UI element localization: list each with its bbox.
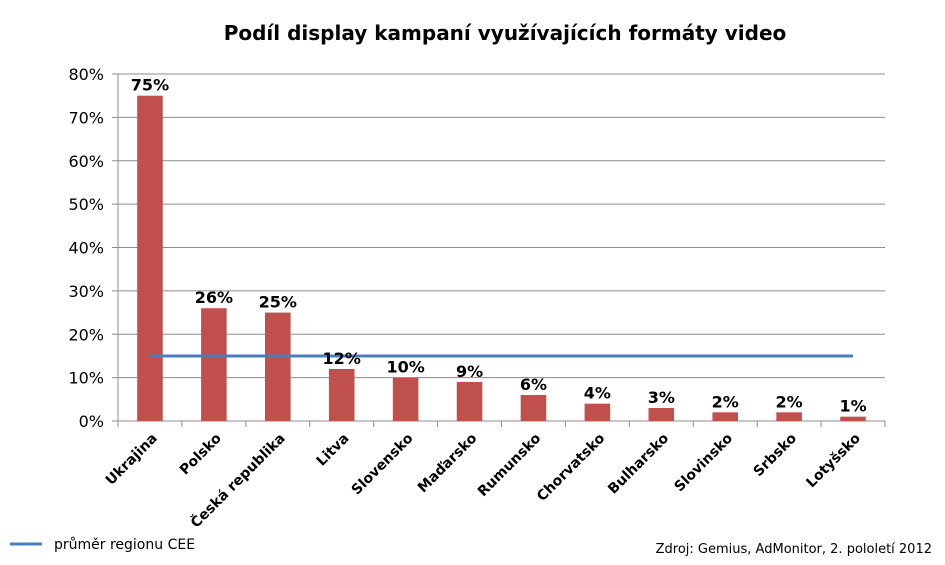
x-tick-label: Rumunsko [475,430,545,500]
data-label: 10% [386,358,424,377]
data-label: 4% [584,384,611,403]
y-tick-label: 50% [68,195,104,214]
x-tick-label: Ukrajina [103,431,161,489]
bar [392,377,419,421]
y-tick-label: 70% [68,108,104,127]
source-note: Zdroj: Gemius, AdMonitor, 2. pololetí 20… [656,542,932,557]
legend-label: průměr regionu CEE [54,537,195,553]
bar [265,312,291,421]
y-tick-label: 80% [68,65,104,84]
data-label: 6% [520,375,547,394]
data-labels: 75% 26% 25% 12% 10% 9% 6% 4% 3% 2% 2% 1% [131,76,867,416]
bar [328,368,355,421]
bar [712,412,738,421]
x-tick-label: Polsko [177,430,225,478]
bar [520,394,547,421]
gridlines [118,73,885,379]
y-tick-labels: 0% 10% 20% 30% 40% 50% 60% 70% 80% [68,65,104,431]
data-label: 2% [776,392,803,411]
bar [137,95,163,421]
data-label: 2% [712,392,739,411]
y-tick-label: 60% [68,152,104,171]
data-label: 26% [195,288,233,307]
bar [584,403,611,421]
x-tick-label: Litva [314,431,353,470]
bar [456,381,483,421]
x-tick-label: Lotyšsko [803,430,864,491]
bar [840,416,866,421]
chart-title: Podíl display kampaní využívajících form… [224,21,787,45]
y-tick-label: 0% [79,412,104,431]
y-tick-label: 40% [68,239,104,258]
x-tick-label: Slovinsko [671,430,736,495]
legend: průměr regionu CEE [10,537,195,553]
y-tick-label: 20% [68,325,104,344]
bar [776,412,802,421]
data-label: 9% [456,362,483,381]
x-tick-label: Bulharsko [605,430,672,497]
data-label: 3% [648,388,675,407]
x-tick-label: Slovensko [349,430,417,498]
data-label: 75% [131,76,169,95]
data-label: 12% [323,349,361,368]
x-tick-label: Chorvatsko [534,430,608,504]
data-label: 1% [839,397,866,416]
x-tick-label: Srbsko [751,430,801,480]
axes [112,73,886,427]
y-tick-label: 30% [68,282,104,301]
x-tick-label: Maďarsko [415,430,481,496]
bars [137,95,866,421]
bar [648,407,675,421]
bar [201,308,227,421]
y-tick-label: 10% [68,369,104,388]
data-label: 25% [259,293,297,312]
